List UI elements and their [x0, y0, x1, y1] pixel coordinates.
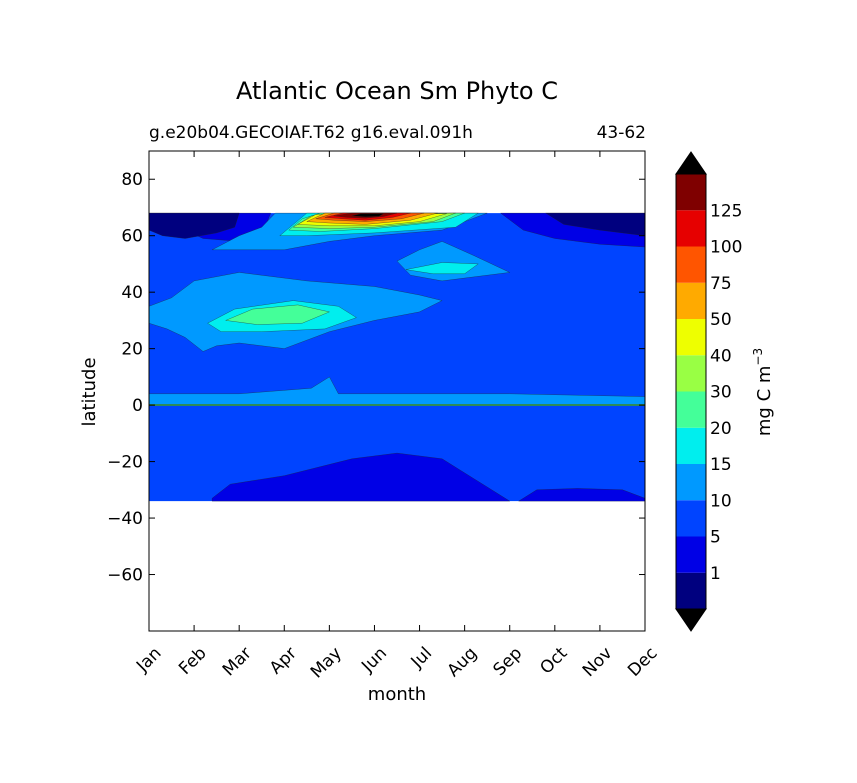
colorbar-tick-label: 40 — [710, 346, 732, 366]
y-axis-label: latitude — [79, 357, 100, 426]
colorbar-tick-label: 125 — [710, 201, 742, 221]
colorbar-segment — [676, 500, 706, 537]
x-tick-label: May — [307, 643, 346, 682]
x-tick-label: Jun — [357, 643, 391, 677]
colorbar-tick-label: 15 — [710, 455, 732, 475]
x-axis-label: month — [368, 684, 426, 705]
colorbar-segment — [676, 572, 706, 609]
x-tick-label: Mar — [219, 643, 256, 680]
x-tick-label: Nov — [579, 643, 617, 681]
y-tick-label: 60 — [121, 227, 143, 247]
colorbar-segment — [676, 282, 706, 319]
colorbar-extend-high — [675, 151, 707, 175]
contour-region-1 — [211, 452, 511, 502]
colorbar-label: mg C m−3 — [751, 348, 775, 436]
y-tick-label: 80 — [121, 170, 143, 190]
x-tick-label: Dec — [624, 643, 661, 680]
y-tick-label: −20 — [107, 453, 143, 473]
x-tick-label: Aug — [444, 643, 482, 681]
contour-region-6 — [544, 212, 646, 236]
y-axis: 80 60 40 20 0 −20 −40 −60 — [107, 170, 645, 586]
colorbar-tick-label: 100 — [710, 238, 742, 258]
colorbar-label-text: mg C m — [754, 366, 775, 437]
colorbar-segment — [676, 536, 706, 573]
contour-region-13 — [405, 262, 479, 275]
y-tick-label: −60 — [107, 566, 143, 586]
y-tick-label: 20 — [121, 340, 143, 360]
colorbar-tick-label: 30 — [710, 383, 732, 403]
x-tick-label: Feb — [175, 643, 210, 678]
colorbar-tick-label: 1 — [710, 564, 721, 584]
x-tick-label: Jan — [132, 643, 165, 676]
colorbar-tick-label: 75 — [710, 274, 732, 294]
colorbar-segment — [676, 246, 706, 283]
x-tick-label: Oct — [536, 643, 571, 678]
colorbar-segment — [676, 174, 706, 211]
colorbar-segment — [676, 464, 706, 501]
plot-area — [148, 150, 646, 632]
colorbar-extend-low — [675, 608, 707, 632]
y-tick-label: −40 — [107, 509, 143, 529]
y-tick-label: 40 — [121, 283, 143, 303]
y-tick-label: 0 — [132, 396, 143, 416]
colorbar-tick-label: 20 — [710, 419, 732, 439]
plot-frame — [148, 150, 646, 632]
contour-region-5 — [148, 212, 240, 239]
colorbar-segment — [676, 210, 706, 247]
colorbar-segment — [676, 391, 706, 428]
x-tick-label: Jul — [407, 643, 436, 672]
contour-region-14 — [224, 304, 331, 325]
chart-title: Atlantic Ocean Sm Phyto C — [236, 77, 558, 105]
colorbar-segment — [676, 319, 706, 356]
colorbar-tick-label: 10 — [710, 491, 732, 511]
x-tick-label: Sep — [489, 643, 526, 680]
colorbar-segment — [676, 427, 706, 464]
colorbar-tick-label: 50 — [710, 310, 732, 330]
x-tick-label: Apr — [266, 643, 301, 678]
colorbar-tick-label: 5 — [710, 528, 721, 548]
colorbar-label-exponent: −3 — [751, 348, 765, 366]
contour-region-22 — [351, 213, 385, 218]
colorbar-frame — [675, 173, 707, 610]
chart-subtitle-right: 43-62 — [597, 123, 646, 143]
colorbar-segment — [676, 355, 706, 392]
chart-subtitle-left: g.e20b04.GECOIAF.T62 g16.eval.091h — [149, 123, 473, 143]
